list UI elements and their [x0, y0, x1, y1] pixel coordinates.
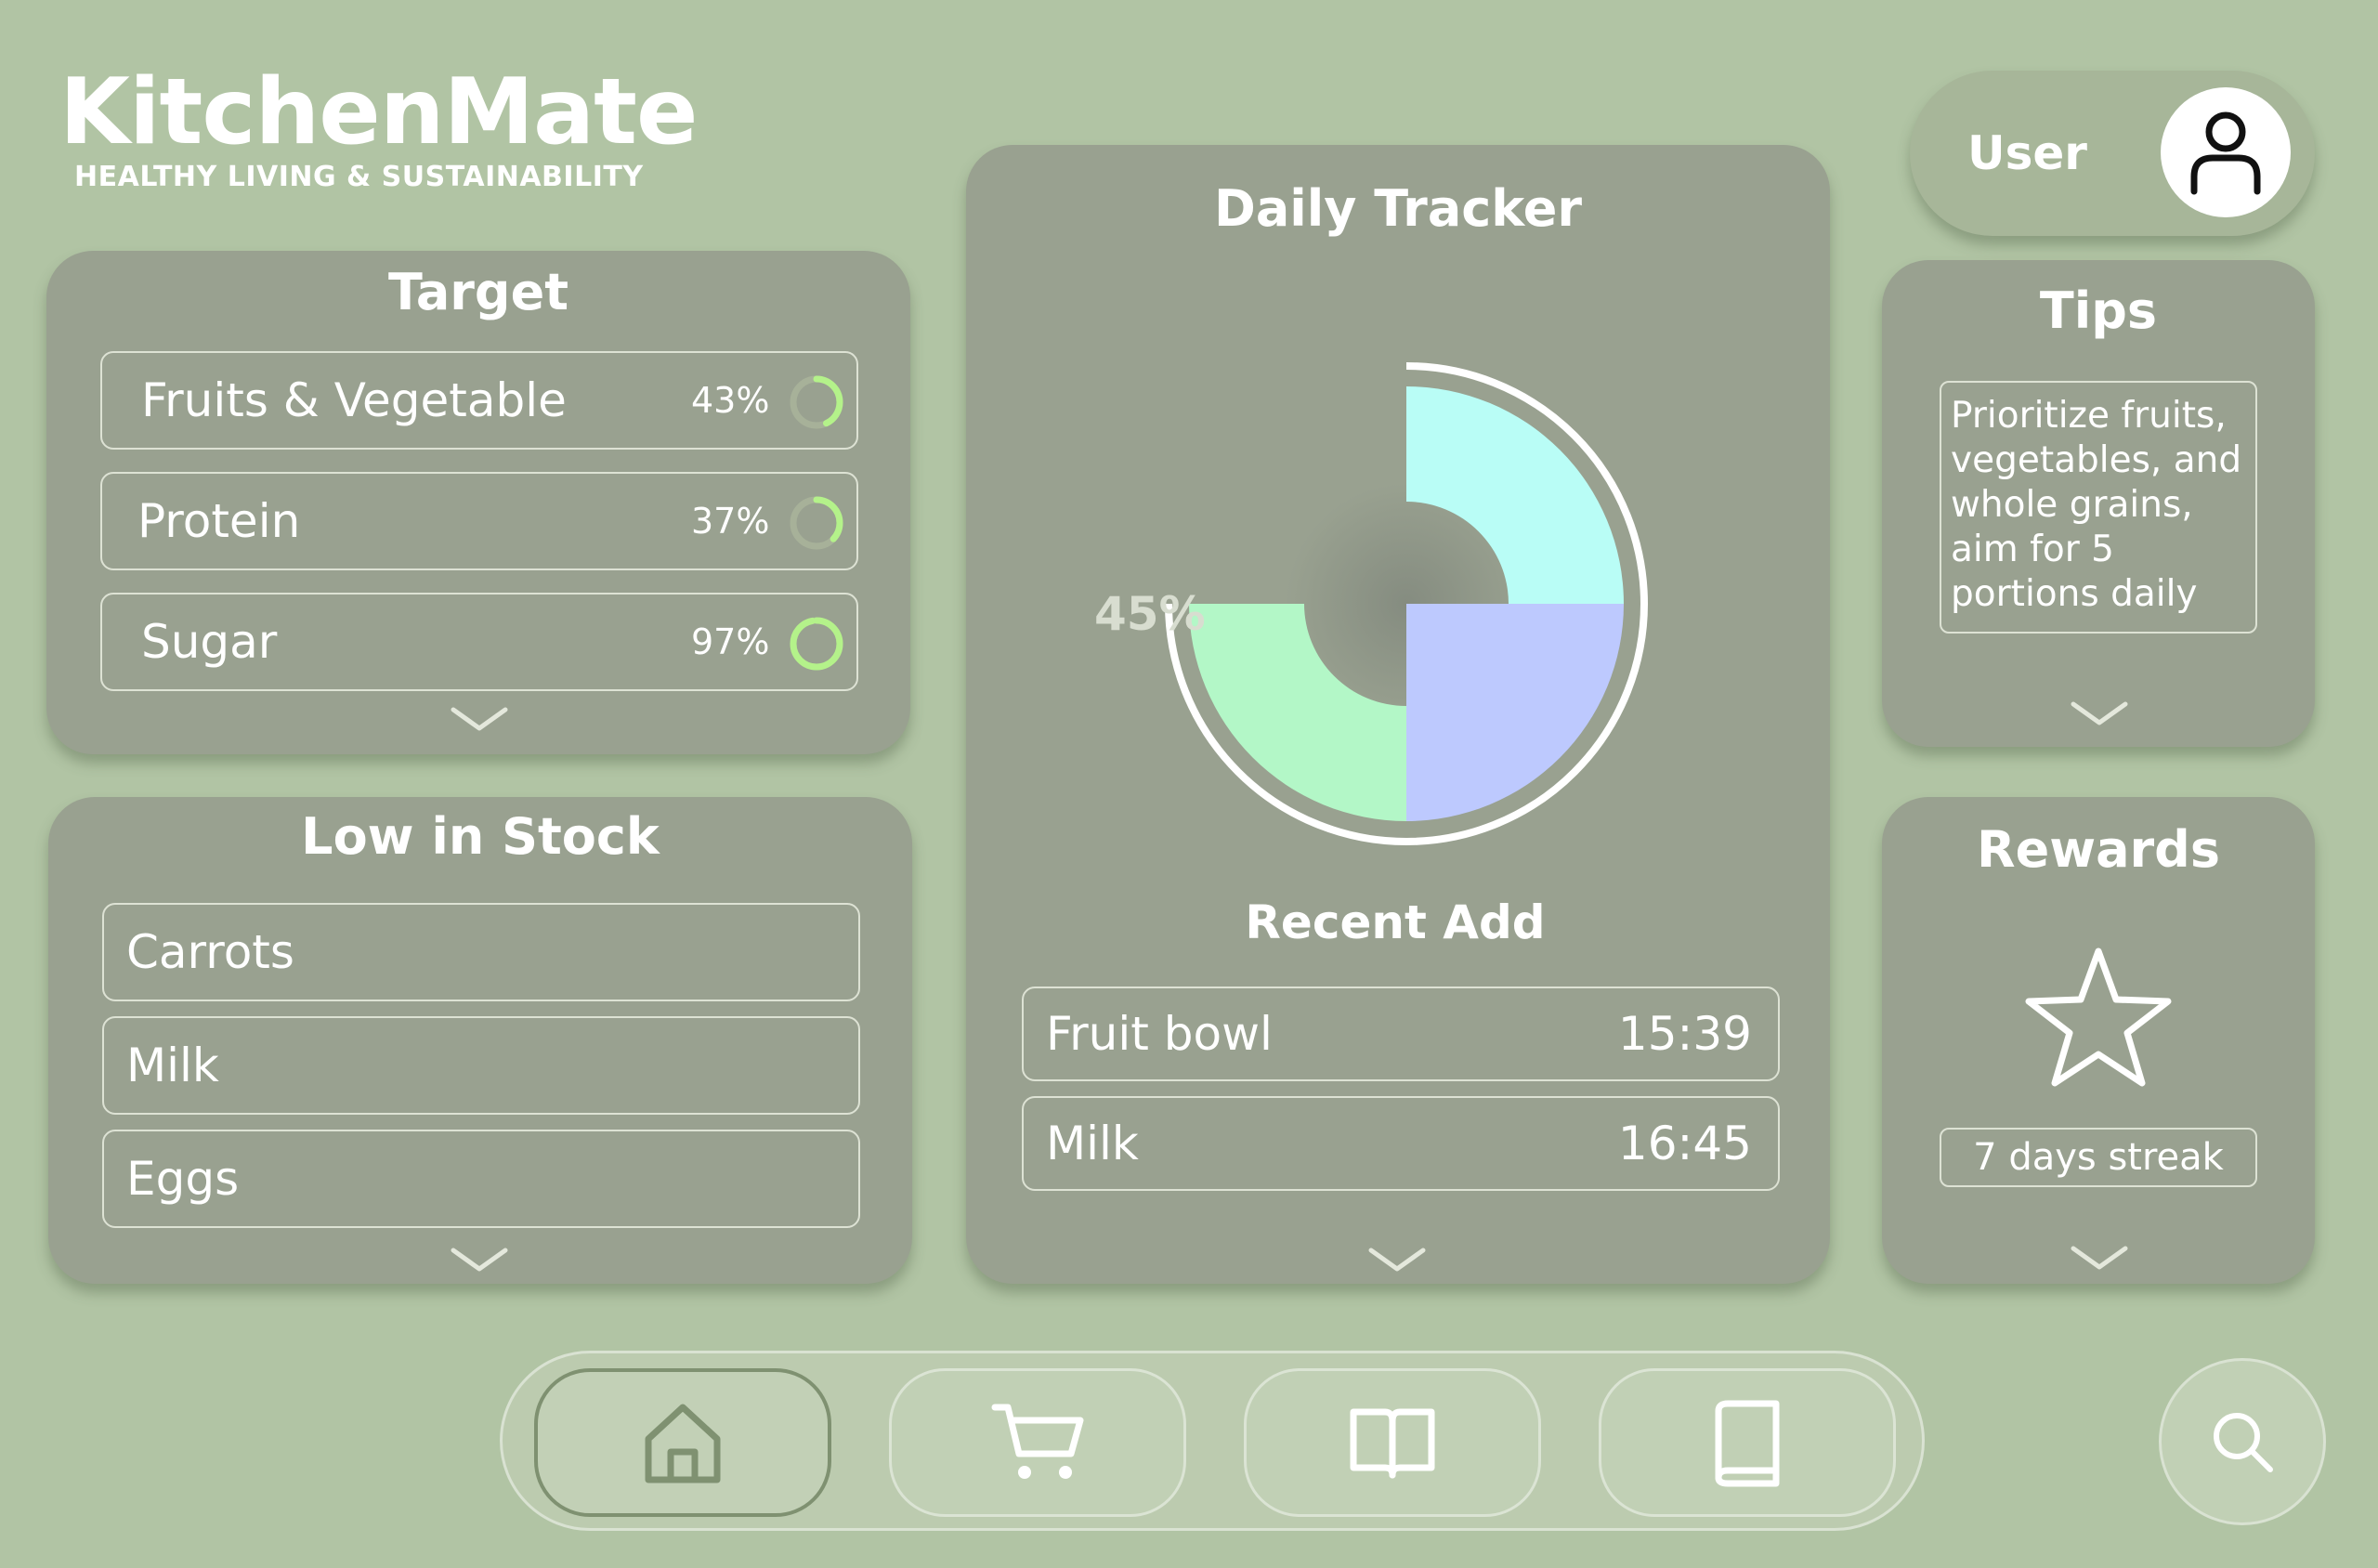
target-card: Target Fruits & Vegetable 43% Protein 37…	[46, 251, 910, 754]
chart-segment	[1189, 604, 1406, 821]
book-icon	[1715, 1400, 1780, 1487]
low-stock-item-carrots[interactable]: Carrots	[102, 903, 860, 1001]
tips-title: Tips	[2039, 281, 2158, 340]
list-item-label: Milk	[126, 1039, 219, 1092]
chart-segment	[1406, 386, 1624, 604]
target-row-percent: 43%	[691, 380, 770, 421]
progress-ring-icon	[790, 617, 843, 671]
target-row-label: Sugar	[141, 615, 278, 669]
rewards-card: Rewards 7 days streak	[1882, 797, 2315, 1284]
recent-item-time: 15:39	[1617, 1007, 1752, 1061]
tips-box: Prioritize fruits, vegetables, and whole…	[1940, 381, 2257, 634]
target-row-sugar[interactable]: Sugar 97%	[100, 593, 858, 691]
user-profile-button[interactable]: User	[1910, 71, 2315, 236]
chevron-down-icon[interactable]	[450, 1247, 509, 1274]
recent-item-label: Fruit bowl	[1046, 1007, 1273, 1061]
chart-percent-label: 45%	[1094, 587, 1206, 641]
low-stock-title: Low in Stock	[301, 807, 660, 866]
chevron-down-icon[interactable]	[2070, 1245, 2129, 1273]
avatar[interactable]	[2161, 87, 2291, 217]
nav-cart-button[interactable]	[889, 1368, 1186, 1517]
star-icon	[2025, 947, 2172, 1087]
chevron-down-icon[interactable]	[1367, 1247, 1427, 1274]
target-row-label: Fruits & Vegetable	[141, 373, 567, 427]
progress-ring-fill	[790, 617, 843, 671]
chart-outer-arc-line	[1165, 362, 1648, 845]
daily-tracker-title: Daily Tracker	[1214, 179, 1582, 238]
target-title: Target	[387, 263, 569, 321]
streak-badge: 7 days streak	[1940, 1128, 2257, 1187]
low-stock-item-eggs[interactable]: Eggs	[102, 1130, 860, 1228]
low-stock-card: Low in Stock Carrots Milk Eggs	[48, 797, 912, 1284]
recent-item-label: Milk	[1046, 1117, 1139, 1170]
rewards-title: Rewards	[1977, 820, 2220, 879]
nav-journal-button[interactable]	[1599, 1368, 1896, 1517]
list-item-label: Eggs	[126, 1152, 240, 1206]
user-icon	[2190, 111, 2261, 195]
progress-ring-fill	[790, 496, 843, 550]
nav-home-button[interactable]	[534, 1368, 831, 1517]
tips-card: Tips Prioritize fruits, vegetables, and …	[1882, 260, 2315, 747]
target-row-protein[interactable]: Protein 37%	[100, 472, 858, 570]
progress-ring-icon	[790, 375, 843, 429]
nav-recipes-button[interactable]	[1244, 1368, 1541, 1517]
recent-item-milk[interactable]: Milk 16:45	[1022, 1096, 1780, 1191]
cart-icon	[991, 1404, 1084, 1479]
chart-segments	[1189, 386, 1624, 821]
search-button[interactable]	[2159, 1358, 2326, 1525]
target-row-percent: 37%	[691, 501, 770, 542]
search-icon	[2214, 1413, 2273, 1472]
list-item-label: Carrots	[126, 925, 294, 979]
target-row-fruits[interactable]: Fruits & Vegetable 43%	[100, 351, 858, 450]
daily-tracker-chart: 45%	[1094, 362, 1648, 845]
chevron-down-icon[interactable]	[2070, 700, 2129, 728]
app-subtitle: HEALTHY LIVING & SUSTAINABILITY	[74, 161, 644, 193]
target-row-percent: 97%	[691, 621, 770, 662]
home-icon	[645, 1404, 721, 1483]
progress-ring-icon	[790, 496, 843, 550]
target-row-label: Protein	[137, 494, 301, 548]
recent-item-time: 16:45	[1617, 1117, 1752, 1170]
chart-segment	[1406, 604, 1624, 821]
open-book-icon	[1350, 1408, 1435, 1479]
app-title: KitchenMate	[59, 59, 698, 165]
recent-item-fruit-bowl[interactable]: Fruit bowl 15:39	[1022, 987, 1780, 1081]
daily-tracker-card: Daily Tracker 45% Recent Add Fruit bowl …	[966, 145, 1830, 1284]
progress-ring-fill	[790, 375, 843, 429]
user-label: User	[1967, 126, 2087, 180]
bottom-nav	[500, 1351, 1925, 1531]
chevron-down-icon[interactable]	[450, 706, 509, 734]
low-stock-item-milk[interactable]: Milk	[102, 1016, 860, 1115]
chart-outer-arc	[1165, 362, 1648, 845]
recent-add-title: Recent Add	[1245, 895, 1546, 949]
tips-text: Prioritize fruits, vegetables, and whole…	[1951, 395, 2242, 615]
